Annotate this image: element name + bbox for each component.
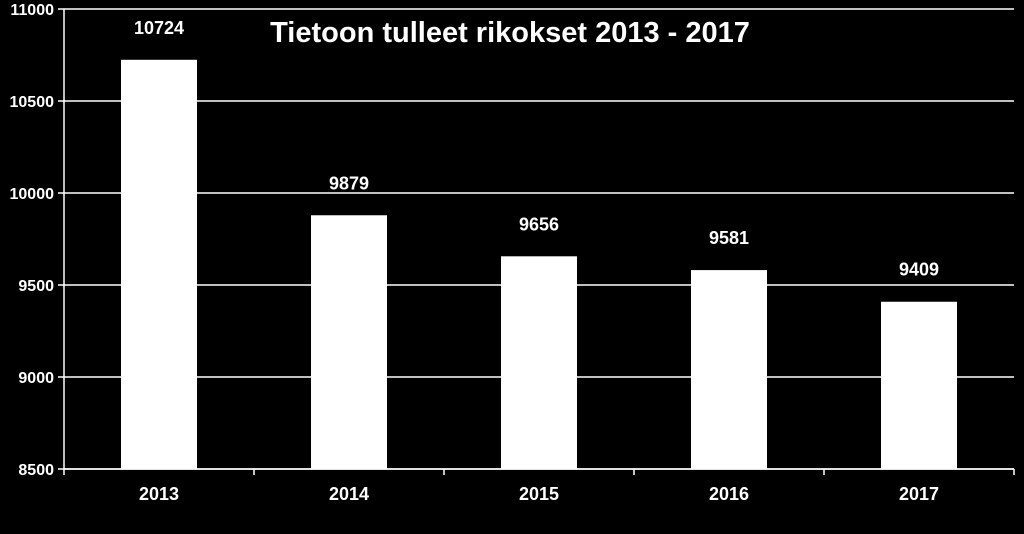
x-tick-label: 2017	[899, 484, 939, 504]
x-tick-label: 2014	[329, 484, 369, 504]
y-tick-label: 9000	[18, 370, 54, 387]
data-labels: 10724 9879 9656 9581 9409	[134, 18, 939, 280]
bar-2016	[691, 270, 767, 469]
y-tick-label: 9500	[18, 278, 54, 295]
chart-title: Tietoon tulleet rikokset 2013 - 2017	[270, 17, 750, 49]
bar-2013	[121, 59, 197, 470]
bar-2014	[311, 215, 387, 469]
bars	[121, 59, 957, 470]
data-label-2014: 9879	[329, 173, 369, 193]
axes	[58, 8, 1015, 475]
y-tick-label: 10500	[10, 94, 55, 111]
y-tick-labels: 8500 9000 9500 10000 10500 11000	[10, 2, 55, 479]
y-tick-label: 11000	[10, 2, 54, 19]
data-label-2015: 9656	[519, 214, 559, 234]
x-tick-label: 2016	[709, 484, 749, 504]
x-tick-labels: 2013 2014 2015 2016 2017	[139, 484, 939, 504]
x-tick-label: 2015	[519, 484, 559, 504]
y-tick-label: 8500	[18, 462, 54, 479]
data-label-2016: 9581	[709, 228, 749, 248]
y-tick-label: 10000	[10, 186, 55, 203]
bar-2015	[501, 256, 577, 469]
data-label-2017: 9409	[899, 260, 939, 280]
bar-2017	[881, 301, 957, 469]
x-tick-label: 2013	[139, 484, 179, 504]
data-label-2013: 10724	[134, 18, 184, 38]
